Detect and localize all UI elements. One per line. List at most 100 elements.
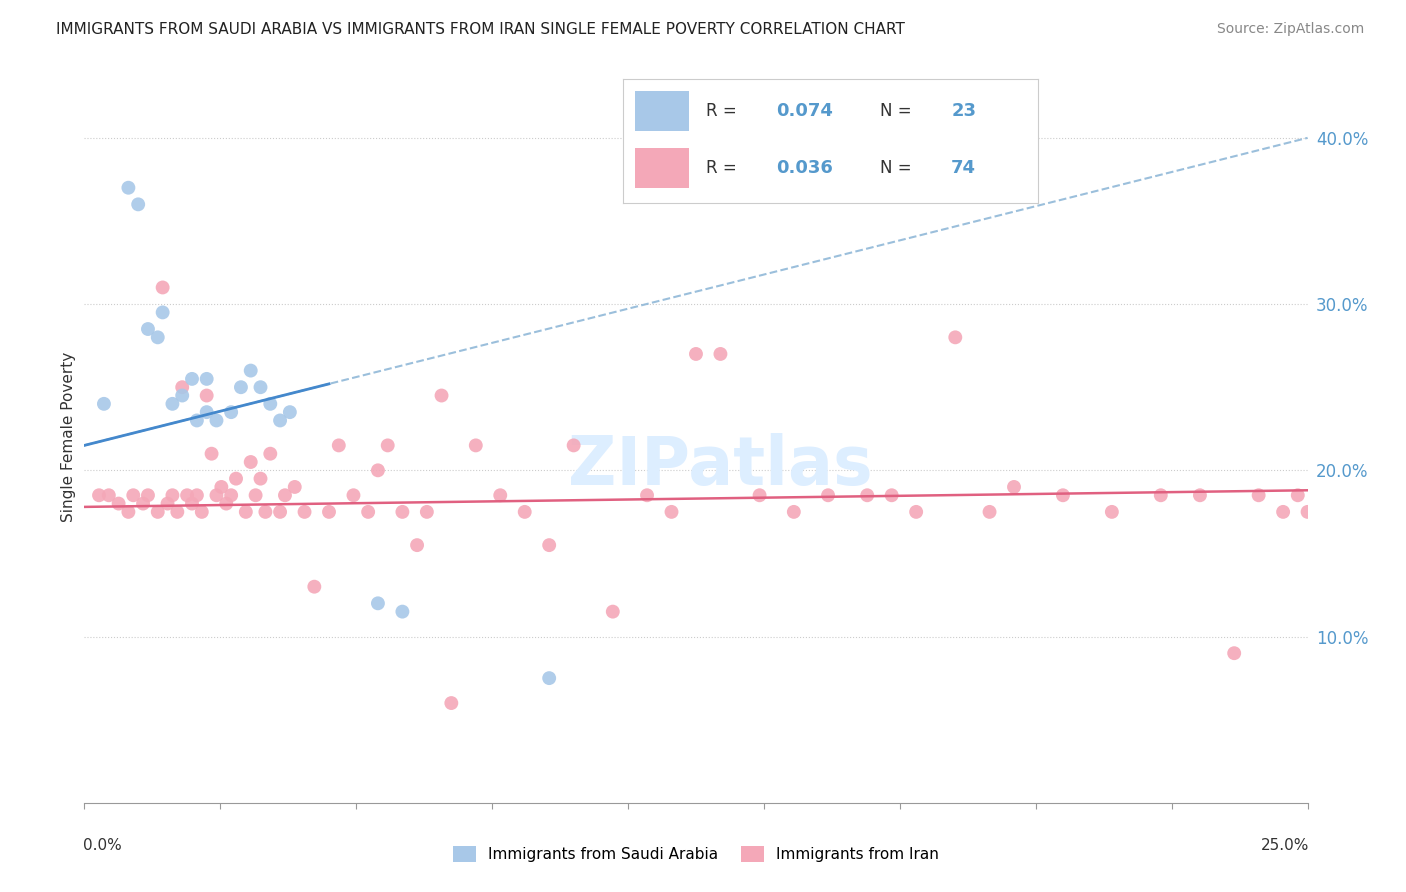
- Point: [152, 280, 174, 294]
- Point: [783, 505, 806, 519]
- Point: [943, 330, 966, 344]
- Point: [146, 505, 169, 519]
- Point: [1223, 646, 1246, 660]
- Point: [430, 388, 453, 402]
- Text: IMMIGRANTS FROM SAUDI ARABIA VS IMMIGRANTS FROM IRAN SINGLE FEMALE POVERTY CORRE: IMMIGRANTS FROM SAUDI ARABIA VS IMMIGRAN…: [56, 22, 905, 37]
- Point: [709, 347, 731, 361]
- Point: [464, 438, 486, 452]
- Point: [191, 505, 214, 519]
- Point: [440, 696, 463, 710]
- Point: [97, 488, 120, 502]
- Point: [1101, 505, 1123, 519]
- Text: Source: ZipAtlas.com: Source: ZipAtlas.com: [1216, 22, 1364, 37]
- Text: 0.0%: 0.0%: [83, 838, 122, 854]
- Point: [274, 488, 297, 502]
- Point: [602, 605, 624, 619]
- Point: [239, 363, 262, 377]
- Text: ZIPatlas: ZIPatlas: [568, 434, 873, 500]
- Point: [132, 497, 155, 511]
- Point: [367, 463, 389, 477]
- Point: [1002, 480, 1025, 494]
- Point: [357, 505, 380, 519]
- Point: [225, 472, 247, 486]
- Point: [181, 497, 204, 511]
- Point: [391, 505, 413, 519]
- Point: [127, 197, 149, 211]
- Point: [152, 305, 174, 319]
- Point: [377, 438, 399, 452]
- Point: [156, 497, 179, 511]
- Point: [186, 488, 208, 502]
- Point: [117, 180, 139, 194]
- Point: [1272, 505, 1295, 519]
- Point: [181, 372, 204, 386]
- Point: [249, 472, 271, 486]
- Point: [122, 488, 145, 502]
- Point: [513, 505, 536, 519]
- Point: [87, 488, 110, 502]
- Point: [215, 497, 238, 511]
- Point: [239, 455, 262, 469]
- Point: [235, 505, 257, 519]
- Point: [1188, 488, 1211, 502]
- Point: [661, 505, 683, 519]
- Point: [172, 380, 194, 394]
- Point: [1247, 488, 1270, 502]
- Point: [278, 405, 301, 419]
- Point: [636, 488, 658, 502]
- Point: [195, 405, 218, 419]
- Point: [1052, 488, 1074, 502]
- Point: [269, 505, 291, 519]
- Y-axis label: Single Female Poverty: Single Female Poverty: [60, 352, 76, 522]
- Point: [817, 488, 839, 502]
- Point: [205, 488, 228, 502]
- Point: [249, 380, 271, 394]
- Point: [259, 447, 281, 461]
- Point: [162, 397, 184, 411]
- Point: [1286, 488, 1309, 502]
- Point: [538, 538, 561, 552]
- Point: [880, 488, 903, 502]
- Point: [538, 671, 561, 685]
- Point: [219, 405, 242, 419]
- Point: [367, 596, 389, 610]
- Legend: Immigrants from Saudi Arabia, Immigrants from Iran: Immigrants from Saudi Arabia, Immigrants…: [447, 840, 945, 868]
- Point: [200, 447, 222, 461]
- Point: [205, 413, 228, 427]
- Point: [294, 505, 316, 519]
- Point: [1150, 488, 1173, 502]
- Point: [905, 505, 928, 519]
- Point: [219, 488, 242, 502]
- Point: [229, 380, 252, 394]
- Point: [685, 347, 707, 361]
- Point: [172, 388, 194, 402]
- Point: [209, 480, 232, 494]
- Point: [245, 488, 267, 502]
- Point: [328, 438, 350, 452]
- Point: [136, 322, 159, 336]
- Point: [318, 505, 340, 519]
- Point: [284, 480, 307, 494]
- Point: [979, 505, 1001, 519]
- Point: [269, 413, 291, 427]
- Point: [195, 372, 218, 386]
- Point: [489, 488, 512, 502]
- Point: [254, 505, 277, 519]
- Point: [93, 397, 115, 411]
- Text: 25.0%: 25.0%: [1260, 838, 1309, 854]
- Point: [117, 505, 139, 519]
- Point: [416, 505, 439, 519]
- Point: [391, 605, 413, 619]
- Point: [162, 488, 184, 502]
- Point: [1296, 505, 1319, 519]
- Point: [166, 505, 188, 519]
- Point: [304, 580, 326, 594]
- Point: [195, 388, 218, 402]
- Point: [136, 488, 159, 502]
- Point: [107, 497, 129, 511]
- Point: [176, 488, 198, 502]
- Point: [146, 330, 169, 344]
- Point: [342, 488, 364, 502]
- Point: [748, 488, 770, 502]
- Point: [259, 397, 281, 411]
